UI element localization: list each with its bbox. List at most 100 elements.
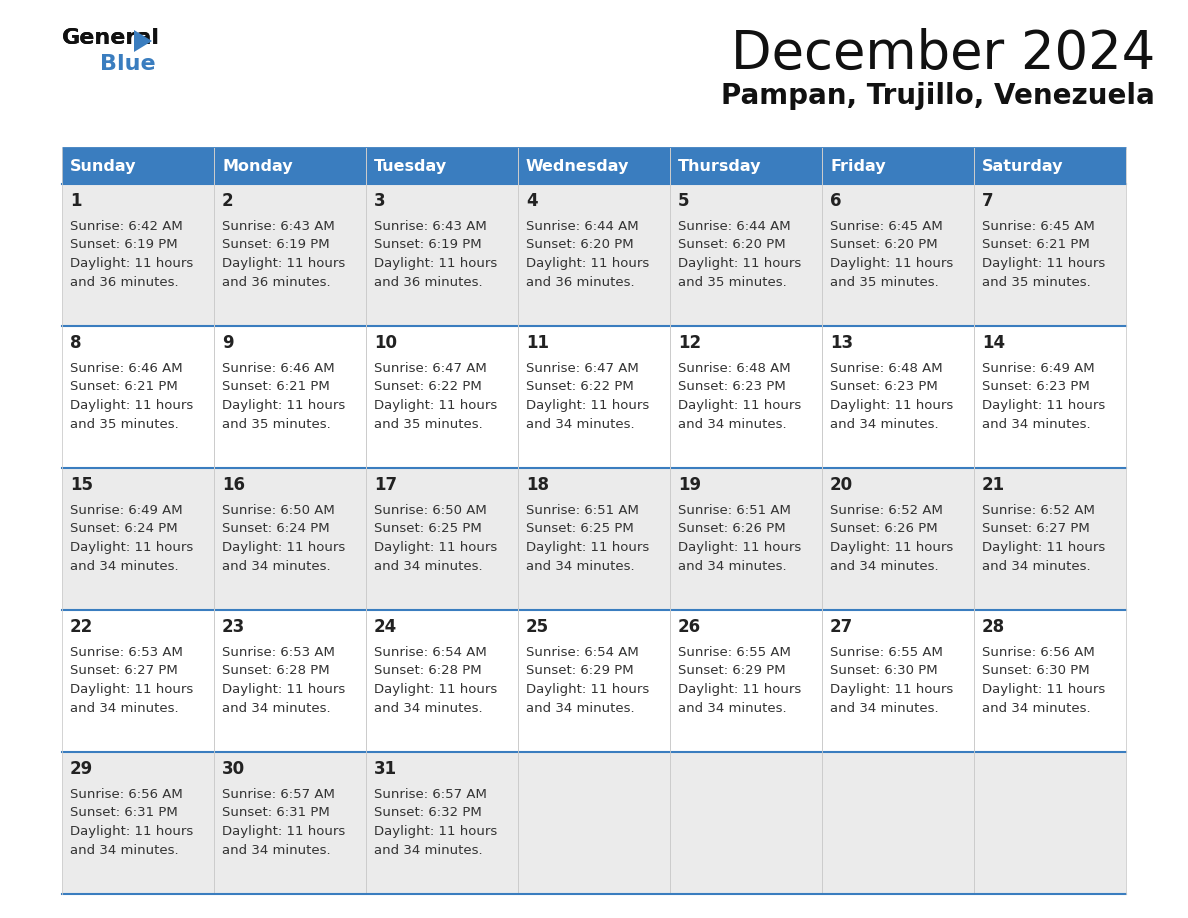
Text: Sunrise: 6:47 AM: Sunrise: 6:47 AM	[374, 362, 487, 375]
Text: Wednesday: Wednesday	[526, 159, 630, 174]
Text: 8: 8	[70, 334, 82, 352]
Text: December 2024: December 2024	[731, 28, 1155, 80]
Bar	[670, 184, 822, 326]
Text: 16: 16	[222, 476, 245, 494]
Text: and 36 minutes.: and 36 minutes.	[70, 275, 178, 288]
Text: Sunrise: 6:43 AM: Sunrise: 6:43 AM	[374, 220, 487, 233]
Text: Sunset: 6:23 PM: Sunset: 6:23 PM	[678, 380, 785, 394]
Text: and 34 minutes.: and 34 minutes.	[526, 701, 634, 714]
Text: and 34 minutes.: and 34 minutes.	[374, 844, 482, 856]
Text: and 34 minutes.: and 34 minutes.	[526, 559, 634, 573]
Text: Sunrise: 6:54 AM: Sunrise: 6:54 AM	[374, 646, 487, 659]
Text: 25: 25	[526, 618, 549, 636]
Text: 13: 13	[830, 334, 853, 352]
Text: Sunday: Sunday	[70, 159, 137, 174]
Text: and 35 minutes.: and 35 minutes.	[830, 275, 939, 288]
Text: 9: 9	[222, 334, 234, 352]
Text: Pampan, Trujillo, Venezuela: Pampan, Trujillo, Venezuela	[721, 82, 1155, 110]
Text: Daylight: 11 hours: Daylight: 11 hours	[374, 541, 498, 554]
Text: and 34 minutes.: and 34 minutes.	[678, 701, 786, 714]
Bar	[366, 752, 518, 894]
Text: Sunset: 6:32 PM: Sunset: 6:32 PM	[374, 807, 482, 820]
Text: Sunrise: 6:51 AM: Sunrise: 6:51 AM	[678, 504, 791, 517]
Text: Daylight: 11 hours: Daylight: 11 hours	[526, 541, 650, 554]
Bar	[214, 610, 366, 752]
Text: Sunrise: 6:42 AM: Sunrise: 6:42 AM	[70, 220, 183, 233]
Text: 23: 23	[222, 618, 245, 636]
Text: Sunset: 6:21 PM: Sunset: 6:21 PM	[70, 380, 178, 394]
Text: Daylight: 11 hours: Daylight: 11 hours	[70, 257, 194, 270]
Text: and 34 minutes.: and 34 minutes.	[374, 701, 482, 714]
Bar	[62, 468, 214, 610]
Text: Sunset: 6:19 PM: Sunset: 6:19 PM	[70, 239, 178, 252]
Text: Daylight: 11 hours: Daylight: 11 hours	[70, 825, 194, 838]
Text: Sunset: 6:21 PM: Sunset: 6:21 PM	[982, 239, 1089, 252]
Bar	[822, 326, 974, 468]
Text: 29: 29	[70, 760, 93, 778]
Text: Sunrise: 6:44 AM: Sunrise: 6:44 AM	[526, 220, 639, 233]
Text: Daylight: 11 hours: Daylight: 11 hours	[678, 399, 801, 412]
Bar	[670, 468, 822, 610]
Text: Daylight: 11 hours: Daylight: 11 hours	[374, 399, 498, 412]
Text: Daylight: 11 hours: Daylight: 11 hours	[222, 825, 346, 838]
Text: and 34 minutes.: and 34 minutes.	[70, 559, 178, 573]
Text: Sunset: 6:30 PM: Sunset: 6:30 PM	[830, 665, 937, 677]
Text: 3: 3	[374, 192, 386, 210]
Text: Daylight: 11 hours: Daylight: 11 hours	[222, 257, 346, 270]
Bar	[62, 148, 1126, 184]
Bar	[62, 610, 214, 752]
Bar	[518, 184, 670, 326]
Text: Sunrise: 6:47 AM: Sunrise: 6:47 AM	[526, 362, 639, 375]
Text: Sunset: 6:27 PM: Sunset: 6:27 PM	[982, 522, 1089, 535]
Text: Sunrise: 6:55 AM: Sunrise: 6:55 AM	[830, 646, 943, 659]
Text: Sunset: 6:29 PM: Sunset: 6:29 PM	[678, 665, 785, 677]
Bar	[366, 326, 518, 468]
Text: and 35 minutes.: and 35 minutes.	[982, 275, 1091, 288]
Text: Sunset: 6:19 PM: Sunset: 6:19 PM	[222, 239, 329, 252]
Bar	[366, 610, 518, 752]
Text: and 34 minutes.: and 34 minutes.	[982, 559, 1091, 573]
Text: and 35 minutes.: and 35 minutes.	[678, 275, 786, 288]
Text: Sunset: 6:31 PM: Sunset: 6:31 PM	[70, 807, 178, 820]
Text: 27: 27	[830, 618, 853, 636]
Bar	[62, 184, 214, 326]
Text: Monday: Monday	[222, 159, 292, 174]
Text: Sunrise: 6:54 AM: Sunrise: 6:54 AM	[526, 646, 639, 659]
Bar	[518, 326, 670, 468]
Text: 19: 19	[678, 476, 701, 494]
Text: Sunset: 6:22 PM: Sunset: 6:22 PM	[374, 380, 482, 394]
Text: 5: 5	[678, 192, 689, 210]
Text: 18: 18	[526, 476, 549, 494]
Bar	[366, 468, 518, 610]
Text: Friday: Friday	[830, 159, 885, 174]
Text: Sunrise: 6:56 AM: Sunrise: 6:56 AM	[982, 646, 1095, 659]
Text: Daylight: 11 hours: Daylight: 11 hours	[830, 541, 953, 554]
Text: Tuesday: Tuesday	[374, 159, 447, 174]
Text: Daylight: 11 hours: Daylight: 11 hours	[70, 399, 194, 412]
Text: 31: 31	[374, 760, 397, 778]
Text: 12: 12	[678, 334, 701, 352]
Text: and 34 minutes.: and 34 minutes.	[374, 559, 482, 573]
Text: Sunrise: 6:53 AM: Sunrise: 6:53 AM	[222, 646, 335, 659]
Text: Sunset: 6:24 PM: Sunset: 6:24 PM	[70, 522, 178, 535]
Bar	[974, 326, 1126, 468]
Text: 26: 26	[678, 618, 701, 636]
Text: Sunrise: 6:48 AM: Sunrise: 6:48 AM	[830, 362, 942, 375]
Text: Daylight: 11 hours: Daylight: 11 hours	[374, 257, 498, 270]
Text: Sunrise: 6:52 AM: Sunrise: 6:52 AM	[982, 504, 1095, 517]
Text: and 35 minutes.: and 35 minutes.	[222, 418, 330, 431]
Text: Daylight: 11 hours: Daylight: 11 hours	[830, 399, 953, 412]
Text: Sunset: 6:31 PM: Sunset: 6:31 PM	[222, 807, 330, 820]
Bar	[62, 752, 214, 894]
Bar	[670, 326, 822, 468]
Text: Blue: Blue	[100, 54, 156, 74]
Bar	[974, 752, 1126, 894]
Text: Sunset: 6:23 PM: Sunset: 6:23 PM	[982, 380, 1089, 394]
Bar	[822, 610, 974, 752]
Text: and 34 minutes.: and 34 minutes.	[982, 418, 1091, 431]
Text: 20: 20	[830, 476, 853, 494]
Text: and 36 minutes.: and 36 minutes.	[374, 275, 482, 288]
Text: and 34 minutes.: and 34 minutes.	[830, 701, 939, 714]
Text: Sunrise: 6:50 AM: Sunrise: 6:50 AM	[374, 504, 487, 517]
Text: Daylight: 11 hours: Daylight: 11 hours	[526, 257, 650, 270]
